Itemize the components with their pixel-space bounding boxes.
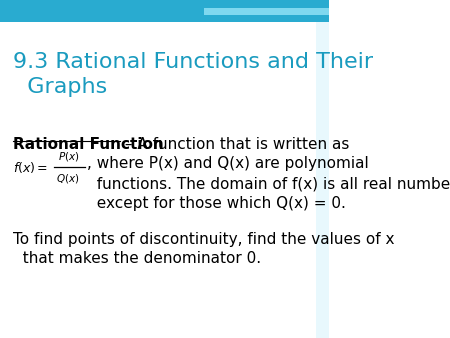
Text: $P(x)$: $P(x)$: [58, 150, 79, 163]
Text: $Q(x)$: $Q(x)$: [56, 172, 79, 185]
Text: To find points of discontinuity, find the values of x
  that makes the denominat: To find points of discontinuity, find th…: [13, 232, 395, 266]
Text: Rational Function: Rational Function: [13, 137, 164, 152]
FancyBboxPatch shape: [315, 22, 328, 338]
FancyBboxPatch shape: [0, 0, 328, 22]
FancyBboxPatch shape: [204, 8, 328, 15]
Text: , where P(x) and Q(x) are polynomial
  functions. The domain of f(x) is all real: , where P(x) and Q(x) are polynomial fun…: [87, 156, 450, 211]
Text: – A function that is written as: – A function that is written as: [120, 137, 349, 152]
Text: $f(x)=$: $f(x)=$: [13, 160, 49, 175]
Text: 9.3 Rational Functions and Their
  Graphs: 9.3 Rational Functions and Their Graphs: [13, 52, 373, 97]
